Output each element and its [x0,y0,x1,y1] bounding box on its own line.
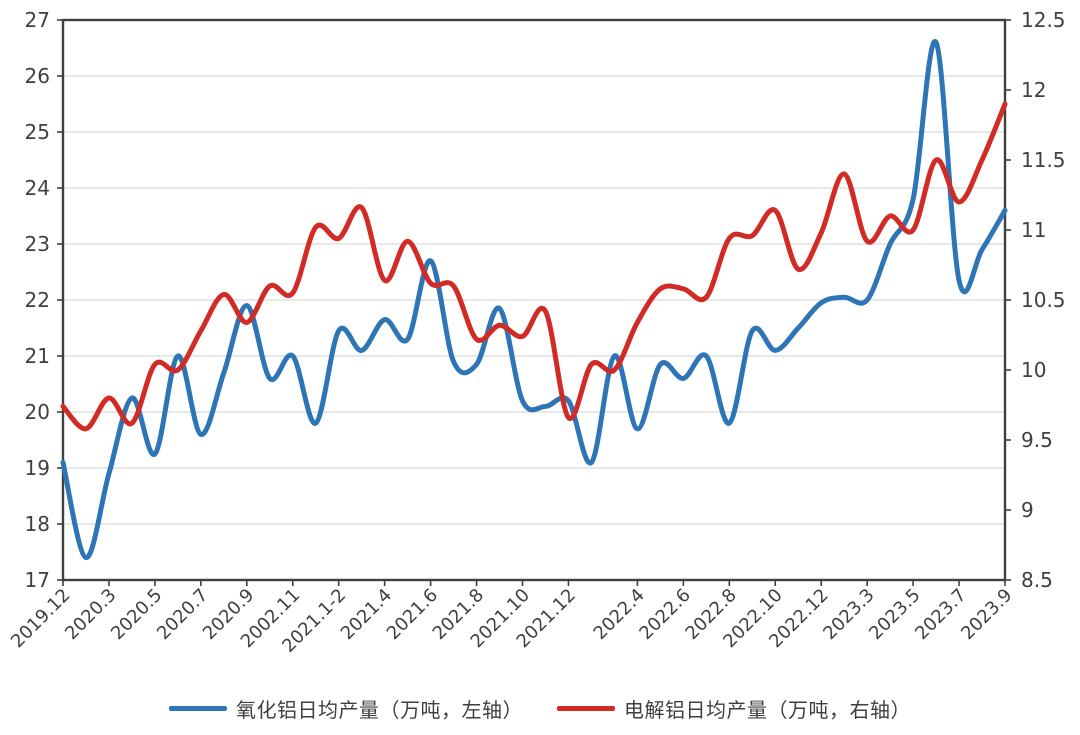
axis-ticks [57,19,1011,586]
left-axis-tick-label: 22 [25,288,50,312]
right-axis-tick-label: 10.5 [1021,288,1066,312]
left-axis-tick-label: 17 [25,568,50,592]
x-axis-tick-label: 2021.6 [383,585,442,644]
legend-line-swatch-blue [169,706,227,711]
series-line-electrolytic-aluminum [60,101,1008,432]
axis-tick-labels: 27 26 25 24 23 22 21 20 19 18 17 12.5 12 11.5 11 10.5 10… [7,8,1065,657]
legend-label-alumina: 氧化铝日均产量（万吨，左轴） [236,698,523,722]
right-axis-tick-label: 9 [1021,498,1034,522]
x-axis-tick-label: 2021.4 [337,585,396,644]
legend-item-electrolytic-aluminum: 电解铝日均产量（万吨，右轴） [557,694,911,723]
right-axis-tick-label: 9.5 [1021,428,1053,452]
x-axis-tick-label: 2023.5 [865,585,924,644]
left-axis-tick-label: 24 [25,176,50,200]
series-line-alumina [60,39,1008,561]
plot-area: 27 26 25 24 23 22 21 20 19 18 17 12.5 12 11.5 11 10.5 10… [7,8,1065,657]
x-axis-tick-label: 2023.7 [911,585,970,644]
right-axis-tick-label: 11.5 [1021,148,1066,172]
right-axis-tick-label: 11 [1021,218,1046,242]
x-axis-tick-label: 2019.12 [7,585,74,652]
left-axis-tick-label: 27 [25,8,50,32]
left-axis-tick-label: 19 [25,456,50,480]
right-axis-tick-label: 10 [1021,358,1046,382]
x-axis-tick-label: 2022.4 [590,585,649,644]
right-axis-tick-label: 8.5 [1021,568,1053,592]
right-axis-tick-label: 12 [1021,78,1046,102]
right-axis-tick-label: 12.5 [1021,8,1066,32]
legend-label-electrolytic-aluminum: 电解铝日均产量（万吨，右轴） [624,698,911,722]
x-axis-tick-label: 2020.5 [107,585,166,644]
left-axis-tick-label: 26 [25,64,50,88]
legend: 氧化铝日均产量（万吨，左轴） 电解铝日均产量（万吨，右轴） [0,694,1080,723]
x-axis-tick-label: 2020.7 [153,585,212,644]
left-axis-tick-label: 20 [25,400,50,424]
x-axis-tick-label: 2020.3 [61,585,120,644]
left-axis-tick-label: 23 [25,232,50,256]
legend-line-swatch-red [557,706,615,711]
left-axis-tick-label: 25 [25,120,50,144]
left-axis-tick-label: 18 [25,512,50,536]
x-axis-tick-label: 2023.9 [957,585,1016,644]
legend-item-alumina: 氧化铝日均产量（万吨，左轴） [169,694,523,723]
x-axis-tick-label: 2022.6 [635,585,694,644]
left-axis-tick-label: 21 [25,344,50,368]
x-axis-tick-label: 2023.3 [819,585,878,644]
